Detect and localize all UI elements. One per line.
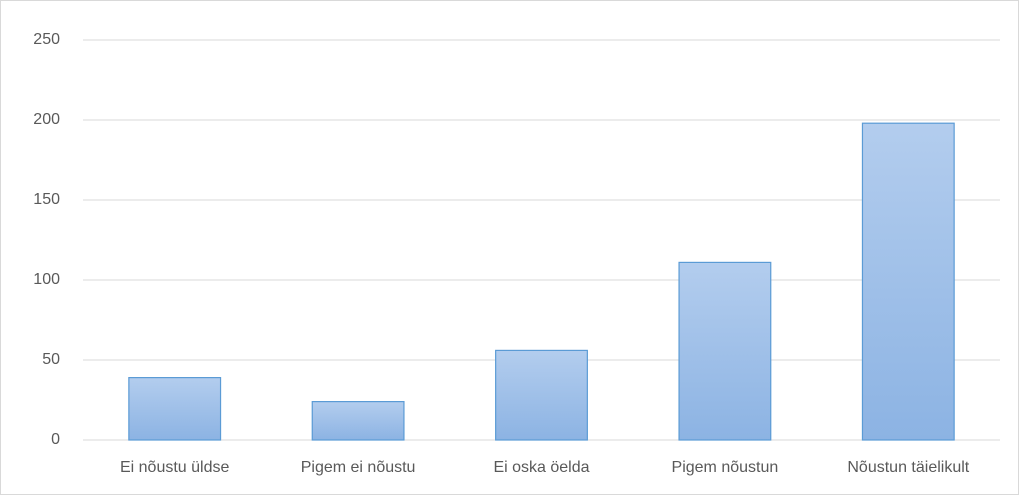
y-tick-label: 100 — [33, 271, 60, 288]
bar — [678, 261, 772, 441]
bar — [495, 349, 588, 441]
y-tick-label: 0 — [51, 431, 60, 448]
bar — [311, 401, 405, 441]
x-tick-label: Ei nõustu üldse — [120, 459, 230, 476]
y-tick-label: 200 — [33, 111, 60, 128]
bar — [128, 377, 222, 441]
bar — [861, 122, 955, 441]
x-tick-label: Nõustun täielikult — [847, 459, 969, 476]
y-tick-label: 250 — [33, 31, 60, 48]
x-tick-label: Pigem ei nõustu — [301, 459, 416, 476]
x-tick-label: Pigem nõustun — [672, 459, 779, 476]
x-tick-label: Ei oska öelda — [493, 459, 589, 476]
y-tick-label: 50 — [42, 351, 60, 368]
y-tick-label: 150 — [33, 191, 60, 208]
